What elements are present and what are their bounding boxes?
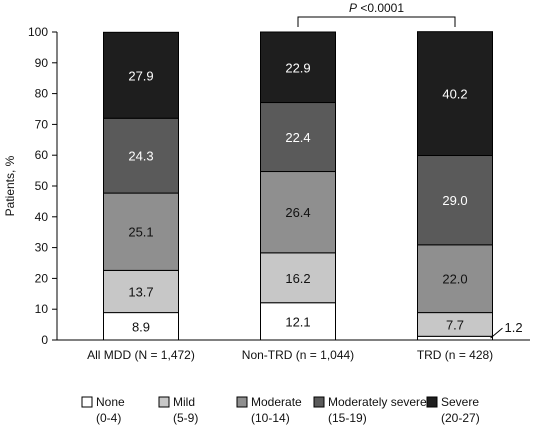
legend-label-moderate: Moderate (251, 395, 302, 409)
bar-segment-mild (103, 269, 179, 314)
legend-swatch-none (81, 396, 93, 408)
data-label: 27.9 (128, 68, 153, 83)
y-tick-label: 20 (35, 271, 49, 285)
data-label: 26.4 (285, 205, 310, 220)
y-tick-label: 90 (35, 56, 49, 70)
bar-segment-none (260, 302, 336, 341)
data-label: 40.2 (442, 87, 467, 102)
x-category-label: TRD (n = 428) (417, 348, 493, 362)
bar-segment-moderate (103, 192, 179, 271)
y-tick-label: 100 (28, 25, 48, 39)
bar-segment-moderately-severe (103, 117, 179, 194)
legend-range-mild: (5-9) (173, 411, 198, 425)
y-axis-title: Patients, % (3, 155, 17, 216)
y-tick-label: 60 (35, 148, 49, 162)
data-label: 1.2 (505, 320, 523, 335)
bar-segment-none (417, 335, 493, 341)
y-tick-label: 40 (35, 210, 49, 224)
legend-label-mild: Mild (173, 395, 195, 409)
legend-label-none: None (96, 395, 125, 409)
y-tick-label: 30 (35, 241, 49, 255)
legend-swatch-moderate (236, 396, 248, 408)
legend-range-moderate: (10-14) (251, 411, 290, 425)
data-label: 22.9 (285, 60, 310, 75)
y-tick-label: 0 (41, 333, 48, 347)
y-tick-label: 80 (35, 87, 49, 101)
x-category-label: All MDD (N = 1,472) (87, 348, 195, 362)
bar-segment-severe (260, 31, 336, 104)
legend-range-none: (0-4) (96, 411, 121, 425)
data-label: 25.1 (128, 225, 153, 240)
legend-swatch-mild (158, 396, 170, 408)
legend-swatch-moderately-severe (313, 396, 325, 408)
data-label: 22.4 (285, 130, 310, 145)
data-label: 24.3 (128, 149, 153, 164)
bar-segment-severe (103, 31, 179, 119)
bar-segment-moderately-severe (260, 102, 336, 173)
y-tick-label: 10 (35, 302, 49, 316)
data-label: 8.9 (132, 319, 150, 334)
y-tick-label: 70 (35, 117, 49, 131)
p-value-label: P <0.0001 (349, 1, 404, 15)
data-label: 7.7 (446, 317, 464, 332)
legend-label-severe: Severe (441, 395, 479, 409)
y-tick-label: 50 (35, 179, 49, 193)
bar-segment-moderate (260, 171, 336, 254)
bar-segment-none (103, 312, 179, 341)
bar-segment-severe (417, 31, 493, 157)
legend-label-moderately-severe: Moderately severe (328, 395, 427, 409)
data-label: 22.0 (442, 272, 467, 287)
bar-segment-moderately-severe (417, 155, 493, 246)
legend-range-moderately-severe: (15-19) (328, 411, 367, 425)
legend-swatch-severe (426, 396, 438, 408)
significance-bracket (297, 16, 456, 27)
data-label: 13.7 (128, 284, 153, 299)
data-label: 29.0 (442, 193, 467, 208)
bar-segment-mild (260, 252, 336, 304)
legend-range-severe: (20-27) (441, 411, 480, 425)
data-label: 12.1 (285, 314, 310, 329)
data-label: 16.2 (285, 271, 310, 286)
x-category-label: Non-TRD (n = 1,044) (242, 348, 354, 362)
